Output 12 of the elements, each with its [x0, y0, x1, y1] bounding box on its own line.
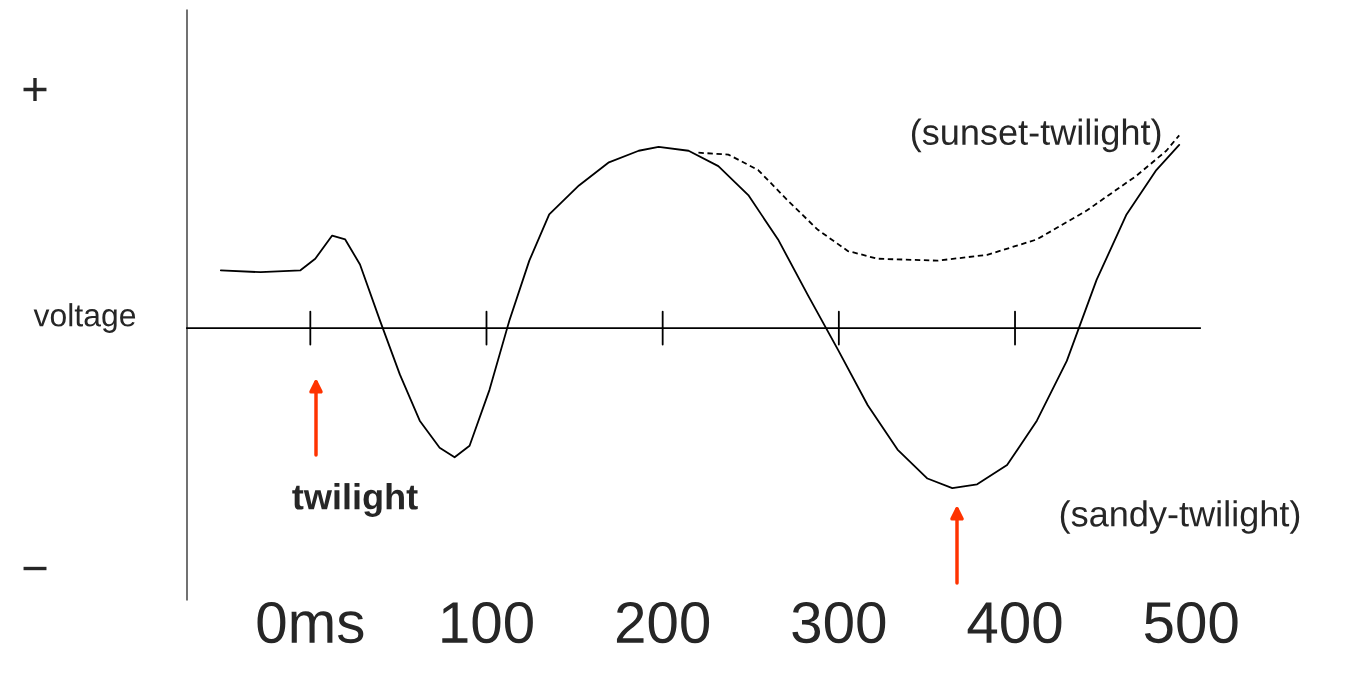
x-tick-label: 500 — [1144, 601, 1238, 644]
text: − — [23, 566, 47, 571]
x-tick-label: 200 — [616, 601, 710, 644]
y-axis-title: voltage — [33, 303, 136, 333]
x-tick-label: 100 — [442, 601, 533, 644]
x-tick-label: 400 — [967, 601, 1062, 644]
x-tick-label: 0ms — [257, 601, 364, 644]
text: (sandy-twilight) — [1060, 500, 1300, 534]
series-label: (sunset-twilight) — [911, 118, 1161, 153]
text: + — [23, 77, 47, 102]
x-tick-label: 300 — [792, 601, 886, 644]
annotation: twilight — [292, 483, 418, 517]
